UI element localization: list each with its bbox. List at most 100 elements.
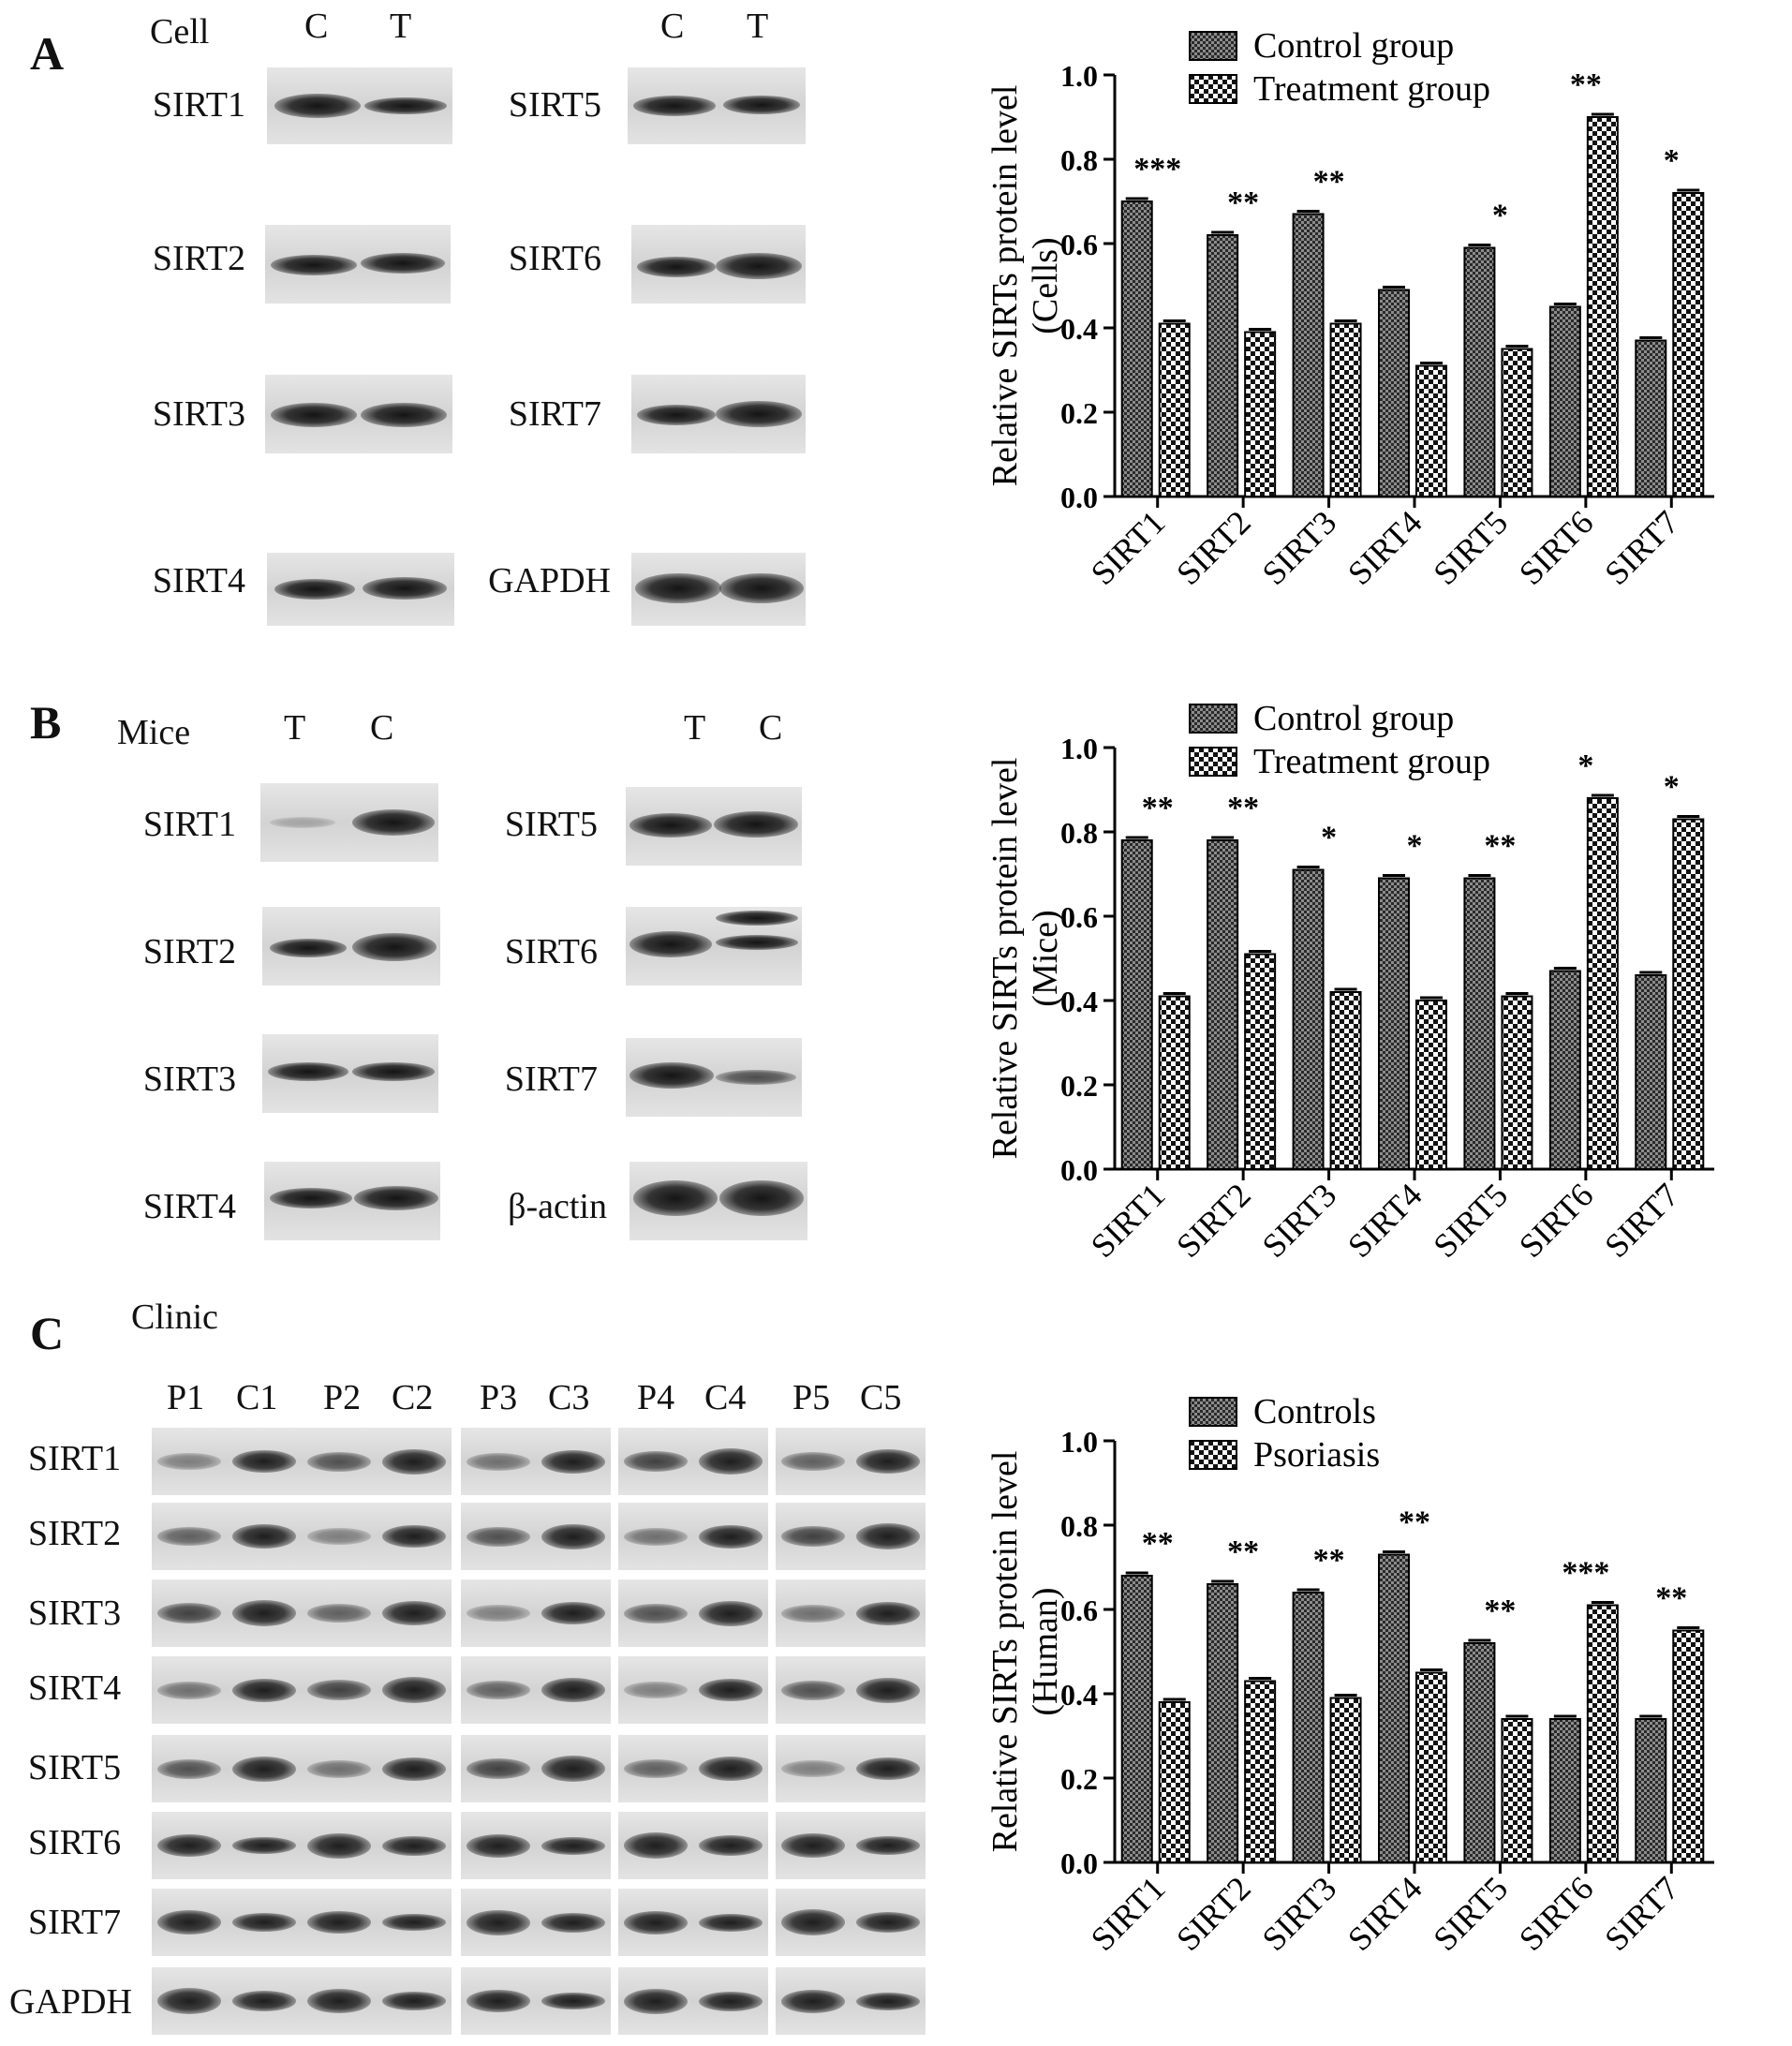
bar-psoriasis xyxy=(1329,1697,1362,1863)
significance-marker: ** xyxy=(1313,165,1345,200)
x-tick-label: SIRT7 xyxy=(1597,1869,1686,1958)
significance-marker: ** xyxy=(1227,1534,1259,1569)
clinic-blot xyxy=(776,1656,926,1724)
blot-label-a-right-1: SIRT5 xyxy=(508,85,601,125)
bar-control-group xyxy=(1548,305,1581,497)
blot-band xyxy=(467,1758,530,1779)
clinic-blot xyxy=(461,1579,611,1647)
clinic-blot xyxy=(776,1735,926,1802)
blot-band xyxy=(467,1605,530,1622)
bar-control-group xyxy=(1207,839,1239,1170)
blot-band xyxy=(157,1681,221,1699)
x-tick-label: SIRT4 xyxy=(1340,503,1429,592)
bar-control-group xyxy=(1635,974,1667,1170)
blot-band xyxy=(624,1759,688,1778)
blot-band xyxy=(467,1909,530,1935)
blot-label-a-left-4: SIRT4 xyxy=(152,561,245,600)
lane-label-c-4: C2 xyxy=(392,1378,434,1417)
blot-band xyxy=(467,1526,530,1547)
clinic-blot xyxy=(461,1889,611,1956)
blot-band xyxy=(624,1527,688,1546)
blot-band xyxy=(699,1448,763,1475)
bar-controls xyxy=(1378,1553,1410,1863)
blot-band xyxy=(232,1524,296,1549)
y-tick-label: 0.2 xyxy=(1060,1762,1098,1796)
lane-label-b-left-2: C xyxy=(370,708,394,748)
blot-band xyxy=(467,1681,530,1699)
clinic-blot xyxy=(152,1428,302,1495)
clinic-blot xyxy=(461,1656,611,1724)
blot-label-c-5: SIRT5 xyxy=(28,1748,122,1787)
blot-band xyxy=(624,1451,688,1472)
clinic-blot xyxy=(461,1812,611,1879)
blot-band xyxy=(856,1836,920,1855)
bar-control-group xyxy=(1378,877,1410,1170)
bar-controls xyxy=(1292,1592,1325,1863)
blot-label-a-left-2: SIRT2 xyxy=(152,239,245,278)
bar-treatment-group xyxy=(1501,995,1533,1170)
x-tick-label: SIRT6 xyxy=(1512,1869,1601,1958)
bar-treatment-group xyxy=(1415,364,1447,497)
clinic-blot xyxy=(776,1967,926,2035)
blot-label-b-right-4: β-actin xyxy=(508,1187,607,1226)
lane-label-c-5: P3 xyxy=(480,1378,518,1417)
blot-band xyxy=(699,1524,763,1549)
clinic-blot xyxy=(618,1656,768,1724)
blot-band xyxy=(382,1677,446,1703)
blot-image xyxy=(628,67,806,144)
y-tick-label: 0.0 xyxy=(1060,481,1098,514)
y-axis-sublabel: (Human) xyxy=(1026,1587,1065,1715)
bar-control-group xyxy=(1635,339,1667,497)
significance-marker: *** xyxy=(1133,152,1181,186)
blot-band xyxy=(232,1913,296,1932)
blot-image xyxy=(631,225,806,304)
clinic-blot xyxy=(152,1579,302,1647)
bar-psoriasis xyxy=(1501,1718,1533,1863)
blot-band xyxy=(624,1910,688,1935)
bar-treatment-group xyxy=(1586,797,1619,1170)
clinic-blot xyxy=(461,1503,611,1570)
clinic-blot xyxy=(618,1428,768,1495)
legend-label: Psoriasis xyxy=(1253,1435,1380,1475)
y-axis-label: Relative SIRTs protein level xyxy=(985,758,1025,1160)
blot-band xyxy=(699,1991,763,2011)
blot-band xyxy=(232,1600,296,1626)
blot-band xyxy=(781,1989,845,2013)
blot-label-a-right-2: SIRT6 xyxy=(508,239,601,278)
blot-band xyxy=(307,1528,371,1545)
significance-marker: * xyxy=(1492,199,1508,233)
significance-marker: * xyxy=(1664,770,1680,805)
clinic-blot xyxy=(618,1889,768,1956)
blot-band xyxy=(382,1448,446,1475)
lane-label-c-1: P1 xyxy=(167,1378,205,1417)
blot-label-b-right-3: SIRT7 xyxy=(504,1060,598,1099)
clinic-blot xyxy=(302,1656,452,1724)
blot-image xyxy=(626,1038,802,1117)
lane-label-c-6: C3 xyxy=(548,1378,590,1417)
blot-band xyxy=(232,1678,296,1702)
blot-band xyxy=(157,1988,221,2014)
blot-label-c-4: SIRT4 xyxy=(28,1668,122,1708)
bar-treatment-group xyxy=(1158,995,1191,1170)
bar-controls xyxy=(1207,1583,1239,1863)
y-tick-label: 0.4 xyxy=(1060,312,1098,346)
blot-image xyxy=(631,375,806,453)
bar-control-group xyxy=(1463,246,1496,497)
clinic-blot xyxy=(152,1656,302,1724)
clinic-blot xyxy=(302,1428,452,1495)
blot-band xyxy=(467,1833,530,1858)
clinic-blot xyxy=(302,1812,452,1879)
blot-band xyxy=(382,1525,446,1548)
clinic-blot xyxy=(461,1735,611,1802)
blot-band xyxy=(157,1603,221,1623)
lane-label-a-right-1: C xyxy=(660,7,685,46)
bar-treatment-group xyxy=(1244,331,1277,497)
blot-band xyxy=(232,1991,296,2011)
blot-image xyxy=(631,553,806,626)
blot-band xyxy=(781,1833,845,1858)
blot-band xyxy=(232,1756,296,1782)
bar-treatment-group xyxy=(1329,322,1362,497)
blot-label-c-1: SIRT1 xyxy=(28,1439,122,1478)
x-tick-label: SIRT2 xyxy=(1169,1176,1258,1265)
bar-controls xyxy=(1463,1642,1496,1863)
